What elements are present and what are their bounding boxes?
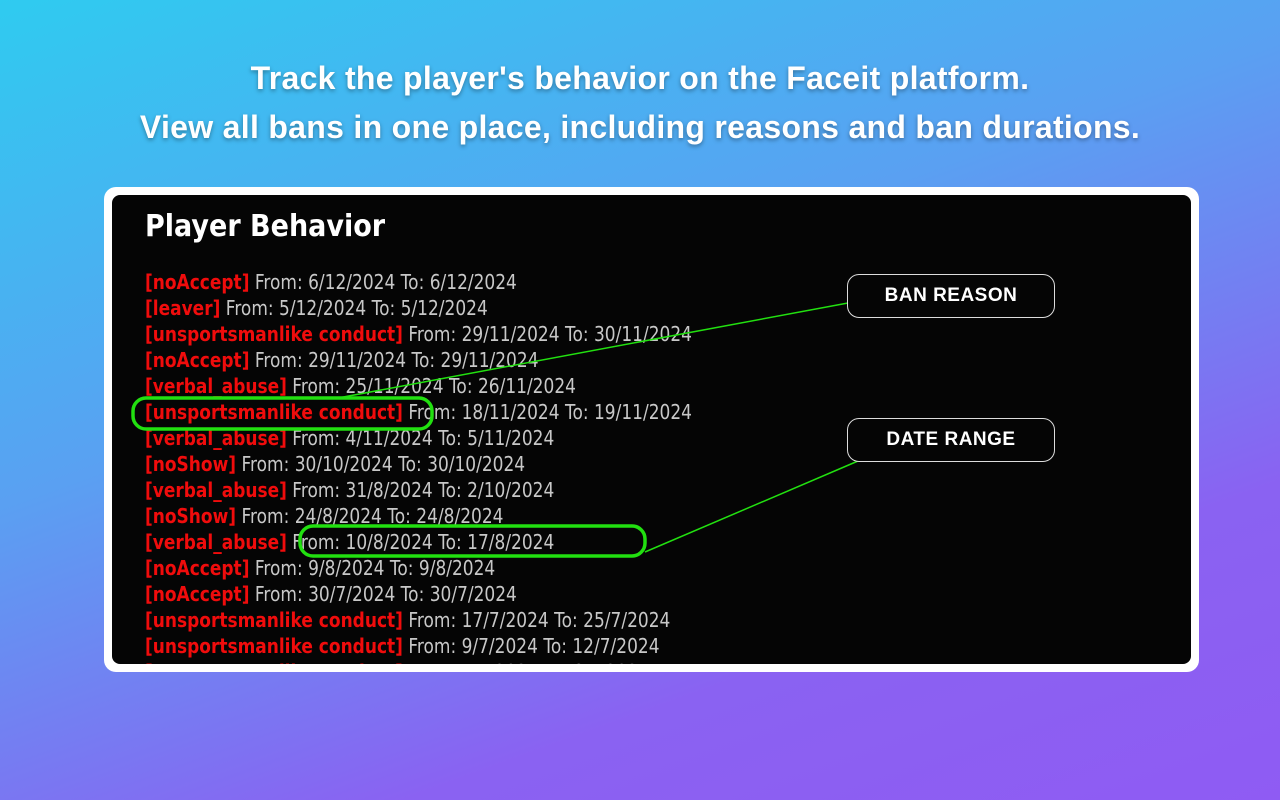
ban-date-range: From: 24/8/2024 To: 24/8/2024 (241, 504, 504, 528)
ban-reason: [verbal_abuse] (145, 530, 287, 554)
ban-reason-pointer-line (337, 302, 849, 399)
ban-date-range: From: 31/8/2024 To: 2/10/2024 (292, 478, 555, 502)
ban-reason: [noAccept] (145, 556, 250, 580)
ban-reason: [leaver] (145, 296, 221, 320)
ban-date-range: From: 25/11/2024 To: 26/11/2024 (292, 374, 576, 398)
ban-date-range: From: 17/7/2024 To: 25/7/2024 (408, 608, 671, 632)
ban-date-range: From: 29/11/2024 To: 29/11/2024 (254, 348, 539, 372)
ban-row: [unsportsmanlike conduct] From: 5/7/2024… (145, 659, 692, 664)
date-range-pointer-line (644, 460, 859, 553)
ban-row: [noAccept] From: 6/12/2024 To: 6/12/2024 (145, 269, 692, 295)
ban-date-range: From: 5/12/2024 To: 5/12/2024 (225, 296, 488, 320)
date-range-highlight (298, 524, 647, 558)
ban-reason: [unsportsmanlike conduct] (145, 634, 403, 658)
ban-row: [unsportsmanlike conduct] From: 29/11/20… (145, 321, 692, 347)
ban-date-range: From: 29/11/2024 To: 30/11/2024 (408, 322, 692, 346)
headline-line-2: View all bans in one place, including re… (139, 109, 1141, 145)
ban-row: [unsportsmanlike conduct] From: 9/7/2024… (145, 633, 692, 659)
ban-reason-highlight (131, 396, 434, 431)
ban-reason: [noShow] (145, 504, 237, 528)
ban-row: [unsportsmanlike conduct] From: 17/7/202… (145, 607, 692, 633)
ban-row: [noShow] From: 30/10/2024 To: 30/10/2024 (145, 451, 692, 477)
ban-reason-callout: BAN REASON (847, 274, 1055, 318)
ban-reason: [unsportsmanlike conduct] (145, 400, 403, 424)
ban-date-range: From: 30/10/2024 To: 30/10/2024 (241, 452, 526, 476)
ban-date-range: From: 9/8/2024 To: 9/8/2024 (254, 556, 496, 580)
ban-row: [verbal_abuse] From: 25/11/2024 To: 26/1… (145, 373, 692, 399)
ban-reason: [verbal_abuse] (145, 478, 287, 502)
ban-date-range: From: 18/11/2024 To: 19/11/2024 (408, 400, 692, 424)
ban-reason: [noAccept] (145, 348, 250, 372)
ban-date-range: From: 10/8/2024 To: 17/8/2024 (292, 530, 555, 554)
ban-row: [noAccept] From: 29/11/2024 To: 29/11/20… (145, 347, 692, 373)
date-range-callout: DATE RANGE (847, 418, 1055, 462)
ban-reason: [unsportsmanlike conduct] (145, 660, 403, 664)
ban-reason: [unsportsmanlike conduct] (145, 322, 403, 346)
ban-date-range: From: 5/7/2024 To: 6/7/2024 (408, 660, 648, 664)
ban-reason: [unsportsmanlike conduct] (145, 608, 403, 632)
ban-row: [verbal_abuse] From: 10/8/2024 To: 17/8/… (145, 529, 692, 555)
ban-date-range: From: 30/7/2024 To: 30/7/2024 (254, 582, 517, 606)
ban-list: [noAccept] From: 6/12/2024 To: 6/12/2024… (145, 269, 789, 664)
ban-row: [noAccept] From: 30/7/2024 To: 30/7/2024 (145, 581, 692, 607)
headline-line-1: Track the player's behavior on the Facei… (250, 60, 1030, 96)
ban-reason: [verbal_abuse] (145, 374, 287, 398)
panel-title: Player Behavior (145, 209, 386, 244)
ban-reason: [noAccept] (145, 270, 250, 294)
ban-date-range: From: 9/7/2024 To: 12/7/2024 (408, 634, 660, 658)
ban-row: [verbal_abuse] From: 31/8/2024 To: 2/10/… (145, 477, 692, 503)
ban-date-range: From: 6/12/2024 To: 6/12/2024 (254, 270, 517, 294)
ban-reason: [noAccept] (145, 582, 250, 606)
ban-row: [noAccept] From: 9/8/2024 To: 9/8/2024 (145, 555, 692, 581)
ban-row: [leaver] From: 5/12/2024 To: 5/12/2024 (145, 295, 692, 321)
ban-row: [noShow] From: 24/8/2024 To: 24/8/2024 (145, 503, 692, 529)
ban-reason: [noShow] (145, 452, 237, 476)
ban-row: [unsportsmanlike conduct] From: 18/11/20… (145, 399, 692, 425)
